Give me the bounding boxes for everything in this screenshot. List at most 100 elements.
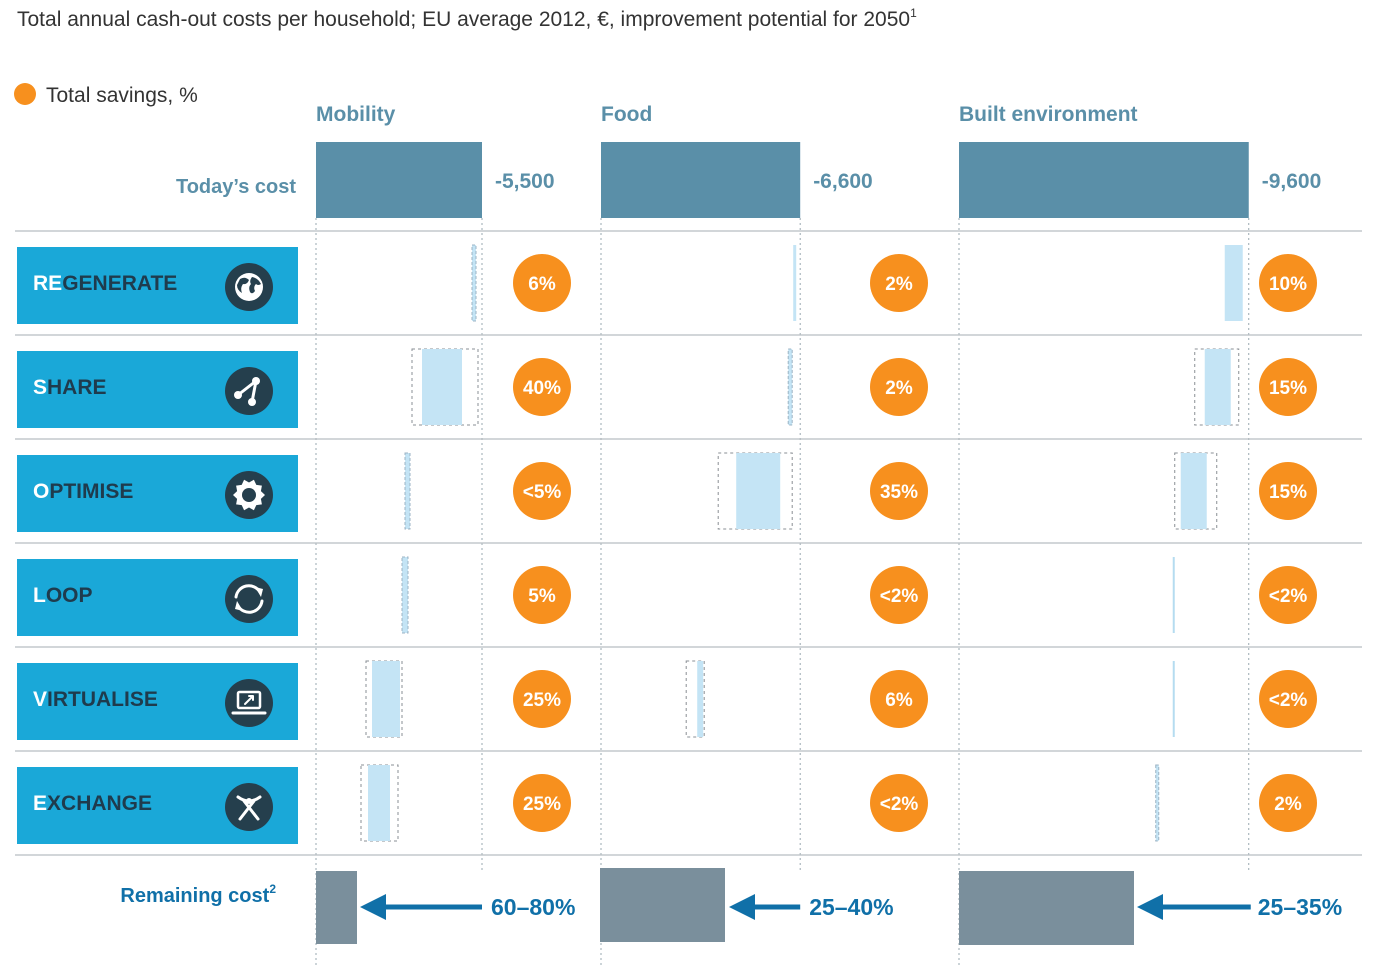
savings-badge-text-3-1: <2% xyxy=(880,586,919,607)
todays-cost-value-1: -6,600 xyxy=(813,170,873,193)
laptop-icon-screen xyxy=(236,690,262,710)
chart-title-footnote: 1 xyxy=(910,6,917,20)
savings-badge-text-0-0: 6% xyxy=(528,274,556,295)
savings-badge-text-4-2: <2% xyxy=(1269,690,1308,711)
saving-bar-0-2 xyxy=(1224,245,1243,321)
saving-bar-3-0 xyxy=(401,556,409,634)
savings-badge-4-0 xyxy=(513,670,571,728)
exchange-icon-knot xyxy=(246,798,252,804)
saving-bar-2-0 xyxy=(404,452,411,530)
saving-bar-1-1 xyxy=(787,348,793,426)
chart-title-text: Total annual cash-out costs per househol… xyxy=(17,8,910,31)
remaining-cost-label-text: Remaining cost xyxy=(120,885,269,907)
savings-badge-5-2 xyxy=(1259,774,1317,832)
lever-label-virtualise: VIRTUALISE xyxy=(33,688,158,711)
savings-badge-text-2-1: 35% xyxy=(880,482,918,503)
savings-badge-text-0-2: 10% xyxy=(1269,274,1307,295)
todays-cost-value-0: -5,500 xyxy=(495,170,555,193)
lever-row-optimise: OPTIMISE <5% 35% 15% xyxy=(17,452,1317,532)
saving-bar-0-1 xyxy=(793,245,797,321)
savings-badge-text-3-2: <2% xyxy=(1269,586,1308,607)
lever-label-first: E xyxy=(33,792,47,815)
savings-badge-1-1 xyxy=(870,358,928,416)
todays-cost-bar-2 xyxy=(959,142,1249,218)
saving-bar-2-1 xyxy=(736,453,781,529)
lever-row-share: SHARE 40% 2% 15% xyxy=(17,348,1317,428)
remaining-cost-label-footnote: 2 xyxy=(269,882,276,896)
savings-badge-text-5-2: 2% xyxy=(1274,794,1302,815)
share-icon-node-a xyxy=(234,391,242,399)
category-header-0: Mobility xyxy=(316,103,396,126)
remaining-arrow-head-0 xyxy=(360,894,386,920)
loop-icon-arrow-top xyxy=(255,587,263,597)
lever-row-exchange: EXCHANGE 25% <2% 2% xyxy=(17,764,1317,844)
legend-marker xyxy=(14,83,36,105)
category-header-2: Built environment xyxy=(959,103,1138,126)
laptop-icon-arrow xyxy=(244,695,254,705)
lever-label-first: L xyxy=(33,584,46,607)
lever-label-first: O xyxy=(33,480,49,503)
lever-row-regenerate: REGENERATE 6% 2% 10% xyxy=(17,244,1317,324)
saving-bar-1-0 xyxy=(422,349,462,425)
lever-label-share: SHARE xyxy=(33,376,107,399)
share-icon-node-b xyxy=(252,377,260,385)
remaining-range-label-0: 60–80% xyxy=(491,894,575,920)
savings-badge-text-4-0: 25% xyxy=(523,690,561,711)
loop-icon-arrow-bottom xyxy=(235,601,243,611)
legend-label: Total savings, % xyxy=(46,84,198,107)
share-icon-node-c xyxy=(248,398,256,406)
savings-badge-4-2 xyxy=(1259,670,1317,728)
savings-badge-text-0-1: 2% xyxy=(885,274,913,295)
savings-badge-3-0 xyxy=(513,566,571,624)
todays-cost-value-2: -9,600 xyxy=(1262,170,1322,193)
savings-badge-2-1 xyxy=(870,462,928,520)
lever-label-rest: PTIMISE xyxy=(49,480,133,503)
savings-badge-3-2 xyxy=(1259,566,1317,624)
remaining-cost-label: Remaining cost2 xyxy=(120,882,276,907)
savings-badge-text-1-1: 2% xyxy=(885,378,913,399)
savings-badge-text-2-0: <5% xyxy=(523,482,562,503)
savings-badge-0-2 xyxy=(1259,254,1317,312)
savings-badge-0-1 xyxy=(870,254,928,312)
savings-badge-4-1 xyxy=(870,670,928,728)
savings-badge-5-1 xyxy=(870,774,928,832)
lever-row-virtualise: VIRTUALISE 25% 6% <2% xyxy=(17,660,1317,740)
lever-label-first: S xyxy=(33,376,47,399)
savings-badge-1-2 xyxy=(1259,358,1317,416)
savings-badge-0-0 xyxy=(513,254,571,312)
lever-label-optimise: OPTIMISE xyxy=(33,480,133,503)
savings-badge-5-0 xyxy=(513,774,571,832)
savings-badge-3-1 xyxy=(870,566,928,624)
saving-bar-2-2 xyxy=(1180,453,1207,529)
savings-badge-text-1-0: 40% xyxy=(523,378,561,399)
savings-badge-2-0 xyxy=(513,462,571,520)
lever-label-exchange: EXCHANGE xyxy=(33,792,152,815)
lever-label-loop: LOOP xyxy=(33,584,93,607)
saving-range-4-1 xyxy=(685,660,705,738)
lever-label-first: V xyxy=(33,688,47,711)
savings-badge-text-2-2: 15% xyxy=(1269,482,1307,503)
saving-bar-0-0 xyxy=(471,244,477,322)
gear-icon-hole xyxy=(242,488,256,502)
saving-bar-1-2 xyxy=(1204,349,1231,425)
remaining-cost-bar-1 xyxy=(600,868,725,942)
savings-badge-text-1-2: 15% xyxy=(1269,378,1307,399)
remaining-cost-bar-0 xyxy=(316,871,357,944)
share-icon xyxy=(225,367,273,415)
remaining-arrow-head-1 xyxy=(729,894,755,920)
lever-label-rest: GENERATE xyxy=(62,272,177,295)
lever-label-rest: IRTUALISE xyxy=(47,688,158,711)
savings-badge-2-2 xyxy=(1259,462,1317,520)
lever-label-rest: OOP xyxy=(46,584,93,607)
chart-title: Total annual cash-out costs per househol… xyxy=(17,6,917,31)
todays-cost-bar-1 xyxy=(601,142,801,218)
todays-cost-bar-0 xyxy=(316,142,482,218)
saving-bar-5-2 xyxy=(1155,764,1160,842)
remaining-cost-bar-2 xyxy=(959,871,1134,945)
savings-badge-text-4-1: 6% xyxy=(885,690,913,711)
todays-cost-label: Today’s cost xyxy=(176,176,296,198)
lever-label-regenerate: REGENERATE xyxy=(33,272,177,295)
saving-bar-4-1 xyxy=(697,661,704,737)
lever-label-rest: XCHANGE xyxy=(47,792,152,815)
